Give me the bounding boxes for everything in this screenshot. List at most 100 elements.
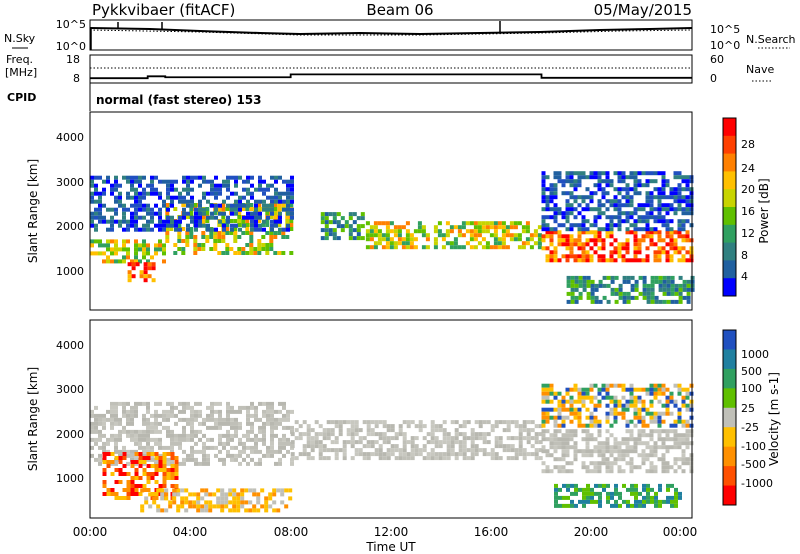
echo-cell [194, 429, 198, 434]
echo-cell [561, 211, 566, 216]
echo-cell [232, 496, 237, 501]
echo-cell [378, 436, 383, 441]
echo-cell [590, 499, 594, 504]
echo-cell [209, 235, 214, 239]
echo-cell [494, 444, 499, 449]
echo-cell [221, 231, 226, 235]
echo-cell [646, 487, 650, 492]
echo-cell [222, 441, 226, 446]
echo-cell [593, 465, 598, 470]
echo-cell [310, 456, 315, 461]
echo-cell [553, 207, 558, 212]
echo-cell [260, 488, 265, 493]
echo-cell [185, 243, 190, 247]
echo-cell [541, 195, 546, 200]
echo-cell [473, 225, 478, 230]
echo-cell [262, 453, 266, 458]
echo-cell [629, 395, 634, 400]
echo-cell [110, 227, 114, 232]
echo-cell [158, 401, 162, 406]
echo-cell [545, 246, 550, 251]
echo-cell [513, 237, 518, 242]
echo-cell [193, 203, 198, 207]
velocity-data-layer [90, 383, 694, 513]
echo-cell [122, 207, 126, 212]
echo-cell [146, 247, 150, 252]
echo-cell [174, 219, 178, 224]
echo-cell [482, 448, 487, 453]
echo-cell [554, 487, 558, 492]
echo-cell [256, 492, 261, 497]
echo-cell [549, 258, 554, 263]
echo-cell [334, 448, 339, 453]
echo-cell [585, 238, 590, 243]
echo-cell [174, 433, 178, 438]
echo-cell [154, 464, 159, 468]
echo-cell [673, 195, 678, 200]
echo-cell [114, 405, 118, 410]
echo-cell [621, 437, 626, 442]
echo-cell [230, 175, 234, 180]
echo-cell [186, 211, 190, 216]
echo-cell [541, 437, 546, 442]
echo-cell [618, 503, 622, 508]
echo-cell [122, 203, 126, 208]
echo-cell [382, 420, 387, 425]
echo-cell [514, 424, 519, 429]
echo-cell [94, 429, 98, 434]
echo-cell [641, 461, 646, 466]
echo-cell [677, 183, 682, 188]
echo-cell [629, 457, 634, 462]
echo-cell [217, 235, 222, 239]
velocity-cb-tick-100: 100 [741, 382, 762, 395]
echo-cell [685, 203, 690, 208]
echo-cell [214, 203, 218, 208]
echo-cell [637, 433, 642, 438]
echo-cell [290, 195, 294, 200]
echo-cell [601, 211, 606, 216]
echo-cell [225, 243, 230, 247]
echo-cell [589, 453, 594, 458]
echo-cell [545, 175, 550, 180]
echo-cell [170, 405, 174, 410]
echo-cell [649, 199, 654, 204]
echo-cell [340, 228, 345, 233]
echo-cell [545, 203, 550, 208]
echo-cell [617, 469, 622, 474]
echo-cell [196, 504, 201, 509]
echo-cell [281, 235, 286, 239]
echo-cell [454, 420, 459, 425]
echo-cell [685, 207, 690, 212]
echo-cell [190, 413, 194, 418]
echo-cell [262, 219, 266, 224]
echo-cell [577, 399, 582, 404]
echo-cell [413, 237, 418, 242]
echo-cell [589, 387, 594, 392]
echo-cell [228, 500, 233, 505]
echo-cell [138, 445, 142, 450]
echo-cell [649, 411, 654, 416]
echo-cell [168, 500, 173, 505]
echo-cell [126, 421, 130, 426]
echo-cell [352, 212, 357, 217]
echo-cell [198, 215, 202, 220]
echo-cell [130, 179, 134, 184]
echo-cell [585, 407, 590, 412]
echo-cell [409, 241, 414, 246]
echo-cell [286, 437, 290, 442]
echo-cell [613, 395, 618, 400]
echo-cell [649, 195, 654, 200]
echo-cell [690, 283, 695, 288]
echo-cell [446, 440, 451, 445]
echo-cell [558, 503, 562, 508]
echo-cell [637, 250, 642, 255]
echo-cell [565, 171, 570, 176]
echo-cell [154, 243, 158, 248]
echo-cell [178, 191, 182, 196]
echo-cell [553, 215, 558, 220]
echo-cell [625, 387, 630, 392]
echo-cell [118, 219, 122, 224]
echo-cell [545, 199, 550, 204]
echo-cell [613, 445, 618, 450]
echo-cell [289, 223, 294, 227]
